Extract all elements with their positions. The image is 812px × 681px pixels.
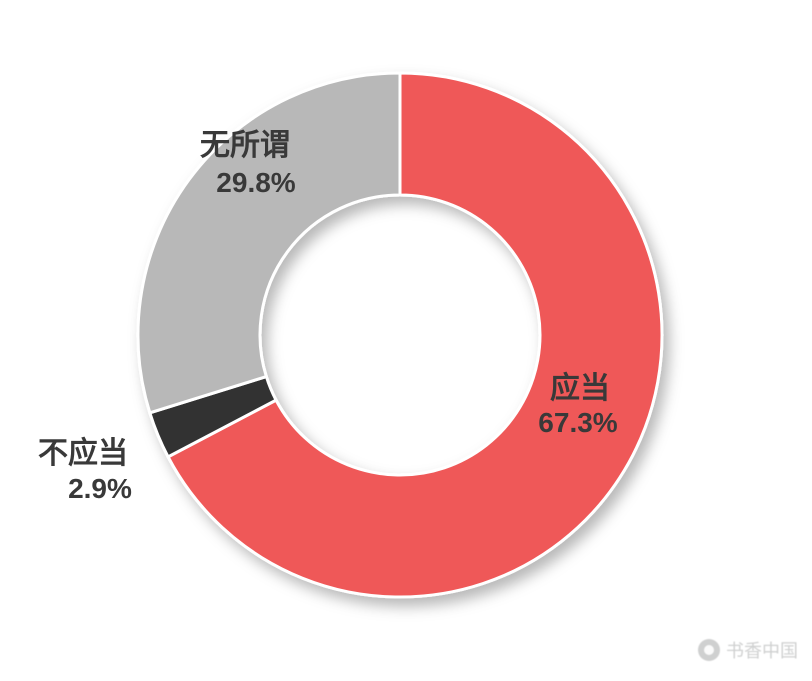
label-should_not: 不应当 — [38, 436, 128, 470]
wechat-icon — [698, 639, 720, 661]
label-should: 应当 — [550, 371, 610, 405]
watermark: 书香中国 — [698, 637, 798, 663]
slice-indifferent — [138, 73, 400, 413]
donut-chart: 应当67.3% 不应当2.9% 无所谓 29.8% — [0, 0, 812, 681]
pct-should: 67.3% — [538, 407, 617, 438]
watermark-text: 书香中国 — [726, 637, 798, 663]
pct-indifferent: 29.8% — [216, 167, 295, 198]
chart-svg: 应当67.3% 不应当2.9% 无所谓 29.8% — [0, 0, 812, 681]
label-indifferent: 无所谓 — [200, 129, 290, 162]
pct-should_not: 2.9% — [68, 473, 132, 504]
